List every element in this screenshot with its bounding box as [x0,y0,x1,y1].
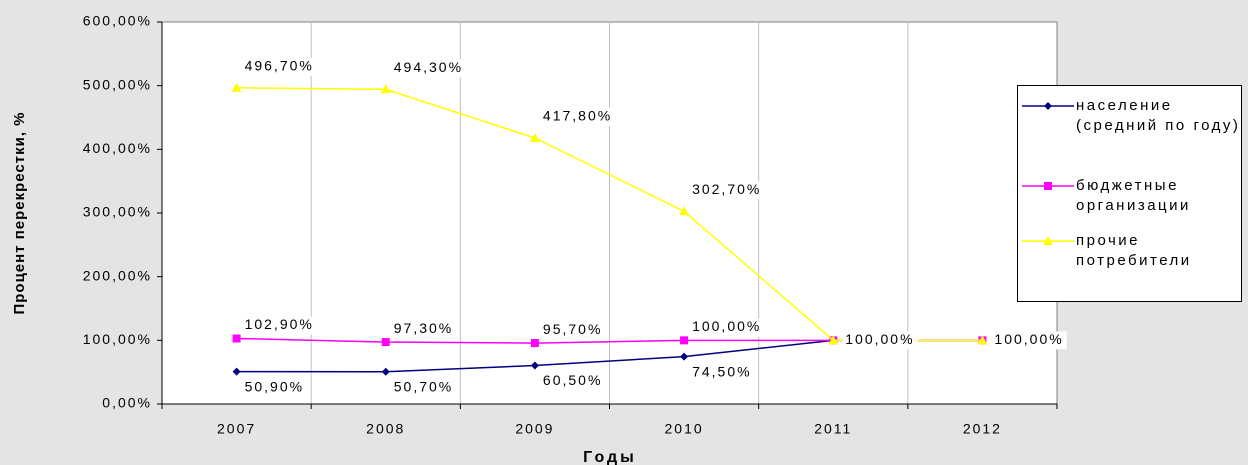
legend-label: бюджетные организации [1076,177,1191,214]
data-label-bg [689,363,755,382]
point [529,133,540,143]
point [381,338,390,347]
data-label-bg [842,331,918,350]
y-tick-label: 200,00% [83,267,152,283]
point [381,367,390,376]
data-label: 417,80% [543,108,612,124]
point [977,335,988,345]
y-tick-label: 400,00% [83,140,152,156]
data-label: 102,90% [245,316,314,332]
legend-marker [1044,182,1052,190]
legend-swatch [1022,102,1074,110]
point [680,336,689,345]
data-label-bg [539,321,606,340]
data-label-bg [539,372,606,391]
point [680,352,689,361]
point [232,334,241,343]
x-tick-label: 2009 [515,421,554,437]
point [530,339,539,348]
x-tick-label: 2010 [665,421,704,437]
data-label: 494,30% [394,59,463,75]
x-tick-label: 2011 [814,421,852,437]
legend-marker-shape [1044,102,1052,110]
point [231,82,242,92]
legend-marker [1043,236,1053,245]
data-label: 50,90% [245,378,304,394]
data-label: 74,50% [692,363,751,379]
data-label: 100,00% [845,331,914,347]
y-tick-label: 100,00% [83,331,152,347]
data-label-bg [539,108,616,127]
data-label-bg [689,318,765,337]
legend-marker-shape [1044,182,1052,190]
point [232,367,241,376]
y-tick-label: 600,00% [83,13,152,29]
x-axis-title: Годы [583,449,637,465]
data-label: 97,30% [394,320,453,336]
data-label: 302,70% [692,181,761,197]
data-label-bg [241,57,317,76]
data-label-bg [390,378,457,397]
legend-label: прочие потребители [1076,232,1192,269]
data-label-bg [241,316,317,335]
point [380,84,391,94]
data-label-bg [991,331,1067,350]
y-axis-title: Процент перекрестки, % [11,111,28,314]
x-tick-label: 2007 [217,421,256,437]
data-label: 50,70% [394,378,453,394]
y-tick-label: 0,00% [102,395,152,411]
data-label-bg [390,59,467,78]
data-label-bg [390,320,457,339]
legend-swatch [1022,236,1074,245]
y-tick-label: 500,00% [83,76,152,92]
data-label-bg [689,181,765,200]
legend: население (средний по году) бюджетные орг… [1017,85,1242,302]
legend-swatch [1022,182,1074,190]
x-tick-label: 2008 [366,421,405,437]
y-tick-label: 300,00% [83,204,152,220]
data-label: 100,00% [994,331,1063,347]
point [530,361,539,370]
legend-marker-shape [1043,236,1053,245]
data-label: 496,70% [245,57,314,73]
data-label: 95,70% [543,321,602,337]
data-label: 100,00% [692,318,761,334]
point [679,206,690,216]
point [828,335,839,345]
legend-marker [1044,102,1052,110]
data-label: 60,50% [543,372,602,388]
legend-label: население (средний по году) [1076,97,1241,134]
data-label-bg [241,378,308,397]
x-tick-label: 2012 [963,421,1002,437]
